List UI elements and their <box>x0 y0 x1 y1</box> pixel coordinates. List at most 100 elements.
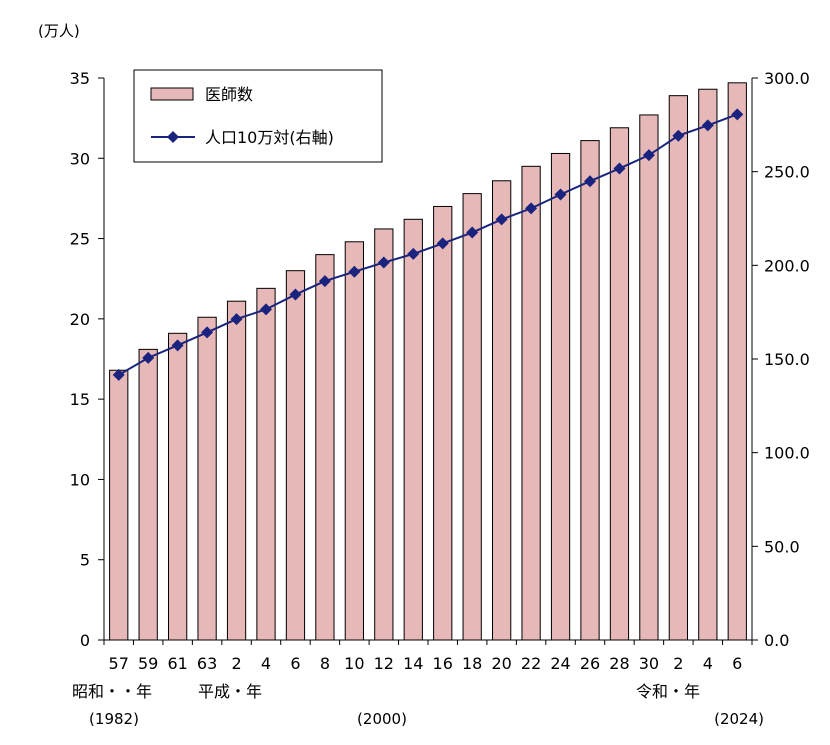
x-tick-label: 57 <box>109 654 129 673</box>
legend-line-marker <box>167 131 179 143</box>
y-right-tick-label: 0.0 <box>764 631 789 650</box>
line-marker <box>525 202 538 215</box>
x-tick-label: 12 <box>374 654 394 673</box>
line-marker <box>230 313 243 326</box>
legend-box <box>133 69 383 163</box>
bar <box>698 88 718 641</box>
x-tick-label: 24 <box>550 654 570 673</box>
bar <box>433 205 453 641</box>
bar <box>256 287 276 641</box>
x-tick-label: 28 <box>609 654 629 673</box>
x-tick-label: 14 <box>403 654 423 673</box>
x-tick-label: 6 <box>732 654 742 673</box>
year-label: (1982) <box>89 710 139 728</box>
x-tick-label: 22 <box>521 654 541 673</box>
y-left-tick-label: 35 <box>70 69 90 88</box>
line-marker <box>377 256 390 269</box>
y-left-tick-label: 10 <box>70 470 90 489</box>
era-label: 昭和・・年 <box>72 682 152 701</box>
y-left-tick-label: 0 <box>80 631 90 650</box>
line-marker <box>318 275 331 288</box>
line-series <box>112 108 744 381</box>
bar <box>550 152 571 641</box>
era-label: 平成・年 <box>198 682 262 701</box>
line-marker <box>495 213 508 226</box>
axis-labels: 0 5 10 15 20 25 30 35 0.0 50.0 100.0 150.0 200.0 250.… <box>70 69 810 728</box>
bar <box>727 82 747 641</box>
axes <box>98 77 758 645</box>
line-marker <box>672 129 685 142</box>
bar <box>315 254 335 641</box>
bar <box>109 369 129 641</box>
y-left-tick-label: 20 <box>70 310 90 329</box>
line-marker <box>171 339 184 352</box>
bar <box>138 348 158 641</box>
line-marker <box>466 226 479 239</box>
x-tick-label: 16 <box>433 654 453 673</box>
line-marker <box>289 288 302 301</box>
legend: 医師数 人口10万対(右軸) <box>133 69 383 163</box>
line-marker <box>260 303 272 316</box>
x-tick-label: 4 <box>703 654 713 673</box>
x-tick-label: 2 <box>673 654 683 673</box>
y-right-tick-label: 50.0 <box>764 537 800 556</box>
y-right-tick-label: 300.0 <box>764 69 810 88</box>
x-tick-label: 6 <box>290 654 300 673</box>
line-marker <box>348 265 361 278</box>
bar <box>344 241 364 641</box>
y-right-tick-label: 250.0 <box>764 163 810 182</box>
bar <box>609 127 630 641</box>
bar <box>226 300 247 641</box>
year-label: (2000) <box>357 710 407 728</box>
y-left-tick-label: 15 <box>70 390 90 409</box>
legend-bar-swatch <box>150 87 194 101</box>
y-right-tick-label: 100.0 <box>764 444 810 463</box>
x-tick-label: 63 <box>197 654 217 673</box>
bar <box>403 218 423 641</box>
line-marker <box>642 149 655 162</box>
x-tick-label: 20 <box>491 654 511 673</box>
bar <box>285 270 306 641</box>
line-marker <box>201 326 214 339</box>
x-tick-label: 8 <box>320 654 330 673</box>
x-tick-label: 59 <box>138 654 158 673</box>
legend-entry-line: 人口10万対(右軸) <box>205 128 334 147</box>
bar <box>521 165 541 641</box>
line-marker <box>436 237 449 250</box>
line-marker <box>554 188 567 201</box>
x-tick-label: 4 <box>261 654 271 673</box>
line-marker <box>407 247 420 260</box>
line-marker <box>731 108 744 121</box>
x-tick-label: 26 <box>580 654 600 673</box>
bar <box>492 180 512 641</box>
x-tick-label: 2 <box>231 654 241 673</box>
line-marker <box>613 162 626 175</box>
year-label: (2024) <box>714 710 764 728</box>
line-marker <box>112 368 125 381</box>
y-left-tick-label: 5 <box>80 551 90 570</box>
era-label: 令和・年 <box>636 682 700 701</box>
x-tick-label: 18 <box>462 654 482 673</box>
line-path <box>118 113 738 376</box>
y-left-tick-label: 30 <box>70 149 90 168</box>
bar <box>639 114 659 641</box>
bar <box>374 228 394 641</box>
bar-series <box>109 82 747 641</box>
x-tick-label: 10 <box>344 654 364 673</box>
x-tick-label: 30 <box>639 654 659 673</box>
bar <box>462 193 482 641</box>
line-marker <box>701 119 714 132</box>
bar <box>668 95 688 641</box>
line-marker <box>584 175 596 188</box>
bar <box>580 140 600 641</box>
y-right-tick-label: 200.0 <box>764 256 810 275</box>
bar <box>197 316 217 641</box>
y-axis-unit-label: (万人) <box>38 22 80 40</box>
line-marker <box>142 351 155 364</box>
x-tick-label: 61 <box>167 654 187 673</box>
y-right-tick-label: 150.0 <box>764 350 810 369</box>
legend-entry-bar: 医師数 <box>205 85 253 104</box>
bar <box>168 332 188 641</box>
y-left-tick-label: 25 <box>70 230 90 249</box>
